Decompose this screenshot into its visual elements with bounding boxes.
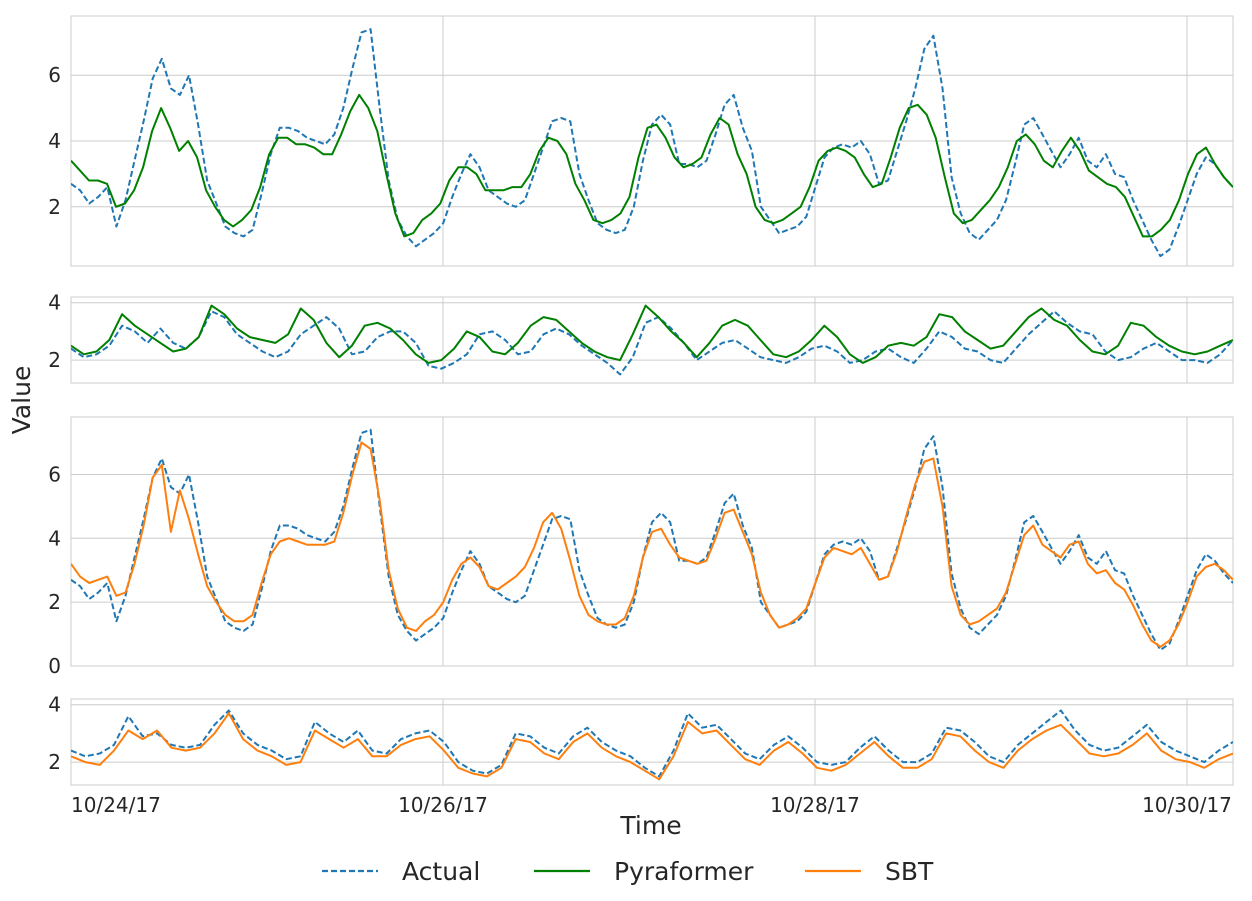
- plot-frame: [70, 698, 1234, 786]
- y-axis-label: Value: [7, 366, 36, 435]
- series-line-actual: [71, 310, 1233, 376]
- y-tick-label: 2: [48, 348, 61, 372]
- y-tick-label: 6: [48, 63, 61, 87]
- y-tick-label: 2: [48, 750, 61, 774]
- plot-frame: [70, 296, 1234, 384]
- panel-3: 0 2 4 6: [48, 416, 1234, 678]
- series-line-pyraformer: [71, 304, 1233, 364]
- x-tick-label: 10/28/17: [770, 793, 860, 817]
- y-tick-label: 4: [48, 129, 61, 153]
- series-line-actual: [71, 28, 1233, 258]
- y-tick-label: 2: [48, 590, 61, 614]
- series-line-sbt: [71, 712, 1233, 781]
- series-line-sbt: [71, 441, 1233, 648]
- legend-label-sbt: SBT: [885, 857, 934, 886]
- x-tick-label: 10/30/17: [1142, 793, 1232, 817]
- series-line-pyraformer: [71, 93, 1233, 238]
- y-tick-label: 4: [48, 693, 61, 717]
- series-line-actual: [71, 428, 1233, 651]
- x-tick-label: 10/26/17: [398, 793, 488, 817]
- y-tick-label: 6: [48, 462, 61, 486]
- y-tick-label: 4: [48, 526, 61, 550]
- x-tick-label: 10/24/17: [71, 793, 161, 817]
- panel-4: 24: [48, 693, 1234, 786]
- y-tick-label: 0: [48, 654, 61, 678]
- legend-label-actual: Actual: [402, 857, 480, 886]
- legend-label-pyraformer: Pyraformer: [614, 857, 754, 886]
- series-line-actual: [71, 709, 1233, 778]
- legend: Actual Pyraformer SBT: [322, 857, 934, 886]
- panel-1: 2 4 6: [48, 15, 1234, 267]
- y-tick-label: 4: [48, 291, 61, 315]
- panel-2: 24: [48, 291, 1234, 384]
- y-tick-label: 2: [48, 195, 61, 219]
- plot-frame: [70, 416, 1234, 667]
- x-axis-label: Time: [619, 811, 681, 840]
